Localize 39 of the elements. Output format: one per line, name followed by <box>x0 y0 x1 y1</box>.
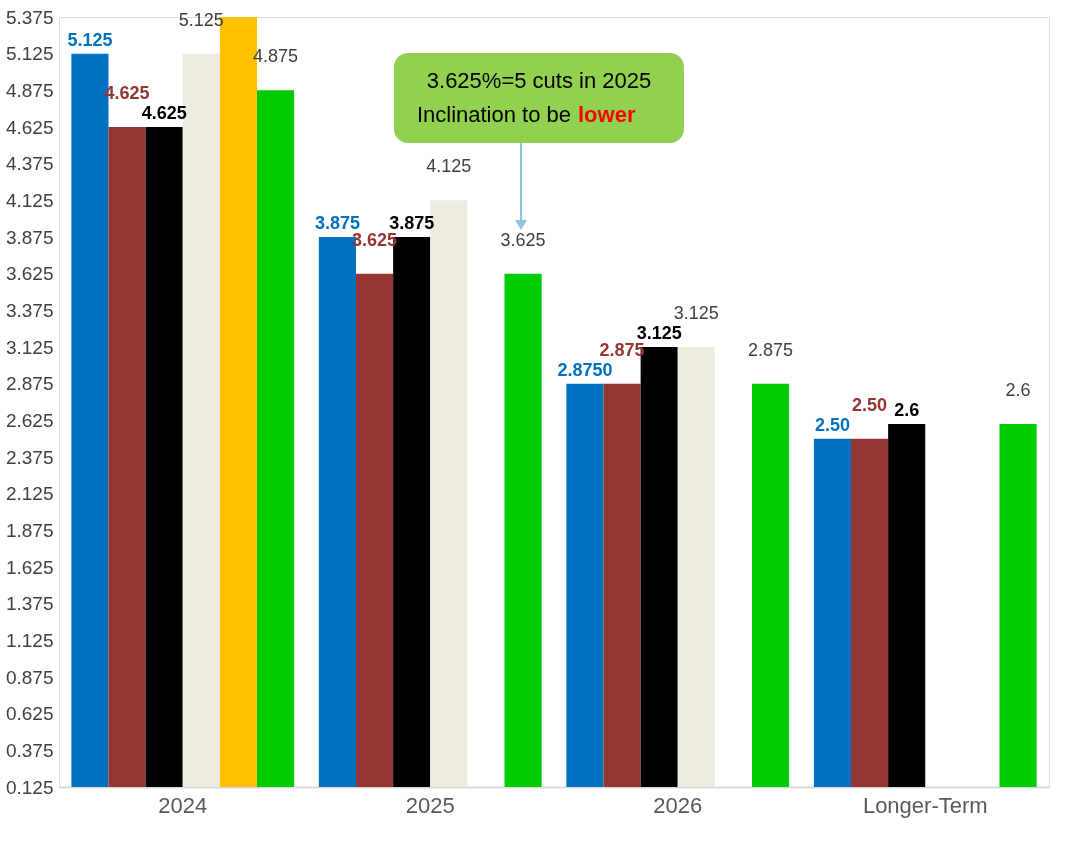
y-tick-label: 1.625 <box>5 556 54 578</box>
x-tick-label: 2024 <box>158 792 208 818</box>
y-tick-label: 3.625 <box>5 263 54 285</box>
data-label: 2.875 <box>748 339 794 360</box>
data-label: 3.625 <box>500 229 546 250</box>
data-label: 5.125 <box>178 9 224 30</box>
y-tick-label: 5.125 <box>5 43 54 65</box>
y-tick-label: 2.625 <box>5 409 54 431</box>
y-tick-label: 2.375 <box>5 446 54 468</box>
y-tick-label: 4.375 <box>5 153 54 175</box>
data-label: 2.8750 <box>557 359 613 380</box>
y-tick-label: 3.125 <box>5 336 54 358</box>
y-tick-label: 0.625 <box>5 703 54 725</box>
y-tick-label: 1.375 <box>5 593 54 615</box>
data-label: 5.125 <box>67 29 113 50</box>
y-tick-label: 3.875 <box>5 226 54 248</box>
y-tick-label: 0.375 <box>5 739 54 761</box>
y-tick-label: 2.875 <box>5 373 54 395</box>
y-tick-label: 4.875 <box>5 79 54 101</box>
y-tick-label: 2.125 <box>5 483 54 505</box>
data-label: 2.6 <box>894 400 920 420</box>
y-tick-label: 5.375 <box>5 6 54 28</box>
x-tick-label: 2025 <box>405 792 455 818</box>
data-label: 2.50 <box>852 394 888 415</box>
y-tick-label: 3.375 <box>5 299 54 321</box>
data-label: 4.125 <box>426 156 472 177</box>
data-label: 3.125 <box>673 303 719 323</box>
y-tick-label: 1.125 <box>5 629 54 651</box>
y-tick-label: 4.125 <box>5 189 54 211</box>
data-label: 2.50 <box>814 414 850 435</box>
data-label: 2.6 <box>1005 380 1031 400</box>
y-tick-label: 1.875 <box>5 519 54 541</box>
annotation: 3.625%=5 cuts in 2025 Inclination to be lower <box>416 68 652 127</box>
x-tick-label: Longer-Term <box>862 792 988 818</box>
x-tick-label: 2026 <box>653 792 703 818</box>
y-tick-label: 0.875 <box>5 666 54 688</box>
y-tick-label: 4.625 <box>5 116 54 138</box>
y-tick-label: 0.125 <box>5 776 54 798</box>
data-label: 4.625 <box>141 103 187 123</box>
